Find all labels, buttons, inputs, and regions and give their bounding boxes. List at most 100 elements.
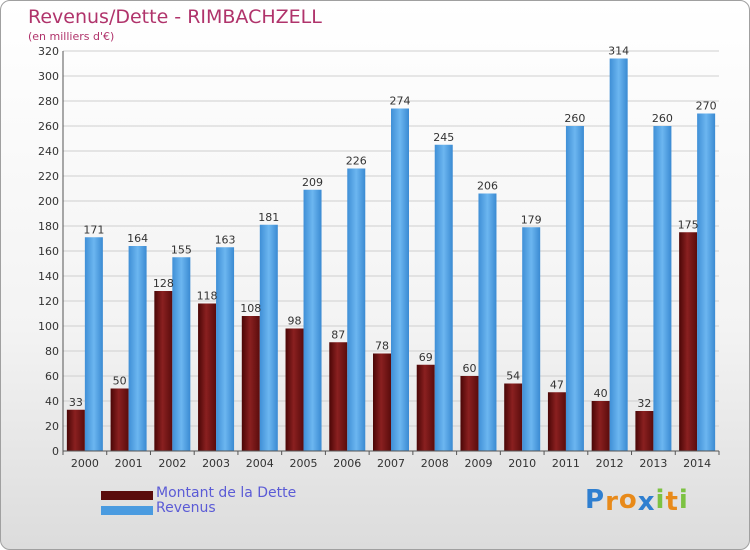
data-label: 69 bbox=[419, 351, 433, 364]
bar-revenus bbox=[478, 193, 497, 451]
bar-debt bbox=[66, 409, 85, 451]
bar-revenus bbox=[303, 189, 322, 451]
logo-letter: i bbox=[655, 485, 666, 515]
data-label: 181 bbox=[258, 211, 279, 224]
y-tick-label: 40 bbox=[45, 395, 59, 408]
data-label: 226 bbox=[346, 155, 367, 168]
chart-title: Revenus/Dette - RIMBACHZELL bbox=[28, 6, 322, 28]
x-tick-label: 2004 bbox=[246, 457, 274, 470]
data-label: 206 bbox=[477, 180, 498, 193]
x-tick-label: 2010 bbox=[508, 457, 536, 470]
bar-revenus bbox=[84, 237, 103, 451]
data-label: 118 bbox=[197, 290, 218, 303]
bar-debt bbox=[329, 342, 348, 451]
bar-debt bbox=[679, 232, 698, 451]
y-tick-label: 280 bbox=[38, 95, 59, 108]
data-label: 108 bbox=[240, 302, 261, 315]
logo-letter: t bbox=[665, 487, 679, 517]
bar-revenus bbox=[172, 257, 191, 451]
bar-revenus bbox=[128, 246, 147, 451]
y-tick-label: 100 bbox=[38, 320, 59, 333]
bar-revenus bbox=[609, 58, 628, 451]
y-tick-label: 240 bbox=[38, 145, 59, 158]
y-tick-label: 140 bbox=[38, 270, 59, 283]
bar-debt bbox=[504, 383, 523, 451]
x-tick-label: 2006 bbox=[333, 457, 361, 470]
bar-debt bbox=[547, 392, 566, 451]
y-tick-label: 80 bbox=[45, 345, 59, 358]
x-tick-label: 2012 bbox=[596, 457, 624, 470]
data-label: 260 bbox=[652, 112, 673, 125]
data-label: 274 bbox=[390, 95, 411, 108]
data-label: 47 bbox=[550, 378, 564, 391]
data-label: 60 bbox=[462, 362, 476, 375]
logo-letter: P bbox=[585, 485, 606, 515]
data-label: 54 bbox=[506, 370, 520, 383]
bar-revenus bbox=[347, 168, 366, 451]
x-tick-label: 2013 bbox=[639, 457, 667, 470]
data-label: 260 bbox=[564, 112, 585, 125]
bar-debt bbox=[285, 328, 304, 451]
data-label: 33 bbox=[69, 396, 83, 409]
x-tick-label: 2001 bbox=[115, 457, 143, 470]
y-tick-label: 320 bbox=[38, 45, 59, 58]
bar-revenus bbox=[434, 144, 453, 451]
data-labels: 33 171 50 164 128 155 118 163 108 181 98 209 87 226 78… bbox=[69, 45, 717, 411]
bar-debt bbox=[373, 353, 391, 451]
y-tick-label: 60 bbox=[45, 370, 59, 383]
bar-debt bbox=[591, 401, 610, 451]
y-tick-label: 200 bbox=[38, 195, 59, 208]
bar-debt bbox=[241, 316, 260, 451]
legend-label-revenus: Revenus bbox=[156, 500, 216, 516]
y-tick-label: 160 bbox=[38, 245, 59, 258]
bar-debt bbox=[635, 411, 654, 451]
legend-label-debt: Montant de la Dette bbox=[156, 485, 297, 501]
y-tick-label: 180 bbox=[38, 220, 59, 233]
bar-debt bbox=[416, 364, 435, 451]
logo-letter: x bbox=[637, 487, 656, 517]
data-label: 179 bbox=[521, 213, 542, 226]
legend-swatch-debt bbox=[101, 491, 153, 500]
bar-debt bbox=[460, 376, 479, 451]
y-tick-label: 260 bbox=[38, 120, 59, 133]
data-label: 50 bbox=[113, 375, 127, 388]
data-label: 171 bbox=[83, 223, 104, 236]
logo-letter: r bbox=[605, 487, 619, 517]
data-label: 128 bbox=[153, 277, 174, 290]
bar-debt bbox=[198, 303, 217, 451]
y-tick-label: 300 bbox=[38, 70, 59, 83]
bar-revenus bbox=[259, 224, 278, 451]
x-tick-label: 2002 bbox=[158, 457, 186, 470]
data-label: 245 bbox=[433, 131, 454, 144]
bar-revenus bbox=[522, 227, 541, 451]
data-label: 78 bbox=[375, 340, 389, 353]
x-tick-label: 2005 bbox=[290, 457, 318, 470]
x-tick-label: 2003 bbox=[202, 457, 230, 470]
x-tick-label: 2011 bbox=[552, 457, 580, 470]
x-tick-label: 2014 bbox=[683, 457, 711, 470]
x-tick-label: 2000 bbox=[71, 457, 99, 470]
proxiti-logo: Proxiti bbox=[585, 485, 689, 517]
x-tick-label: 2007 bbox=[377, 457, 405, 470]
x-tick-label: 2009 bbox=[464, 457, 492, 470]
bar-revenus bbox=[565, 126, 584, 451]
bar-revenus bbox=[216, 247, 235, 451]
logo-letter: o bbox=[618, 485, 638, 515]
bar-debt bbox=[110, 388, 129, 451]
axes: 0 20 40 60 80 100 120 140 160 180 200 220 240 260 280 3… bbox=[38, 45, 720, 470]
data-label: 87 bbox=[331, 328, 345, 341]
data-label: 209 bbox=[302, 176, 323, 189]
bars bbox=[66, 58, 716, 451]
data-label: 32 bbox=[637, 397, 651, 410]
bar-revenus bbox=[653, 126, 672, 451]
data-label: 155 bbox=[171, 243, 192, 256]
y-tick-label: 220 bbox=[38, 170, 59, 183]
data-label: 314 bbox=[608, 45, 629, 58]
data-label: 270 bbox=[696, 100, 717, 113]
bar-revenus bbox=[697, 113, 716, 451]
bar-revenus bbox=[391, 108, 409, 451]
y-tick-label: 20 bbox=[45, 420, 59, 433]
x-tick-label: 2008 bbox=[421, 457, 449, 470]
